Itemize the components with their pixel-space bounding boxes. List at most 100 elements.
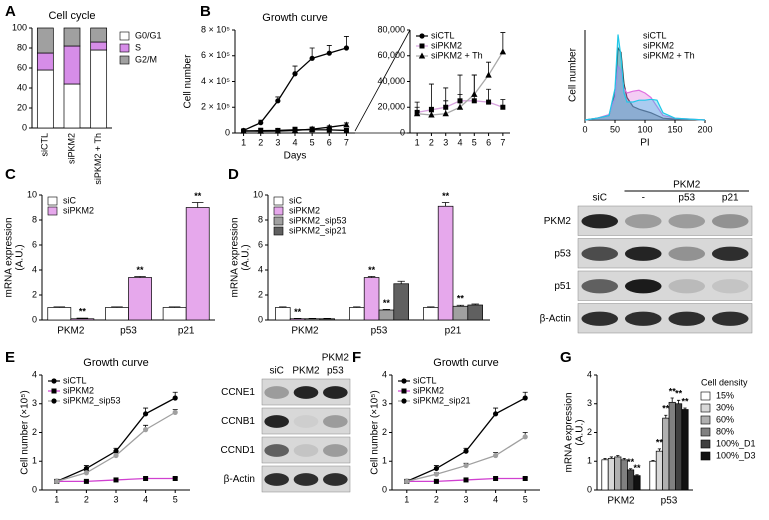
point	[143, 427, 149, 433]
legend-label: 30%	[716, 402, 734, 412]
point	[433, 465, 439, 472]
band	[668, 279, 706, 294]
point	[433, 471, 439, 477]
legend-label: siPKM2	[289, 205, 320, 215]
point	[343, 121, 350, 128]
point	[522, 395, 528, 401]
legend-marker	[419, 33, 425, 39]
point	[326, 50, 332, 56]
legend-marker	[418, 52, 426, 59]
histogram-area	[584, 34, 706, 121]
y-tick-label: 2	[258, 289, 263, 299]
band	[624, 246, 662, 261]
point	[258, 120, 264, 126]
point	[413, 110, 421, 117]
bar	[47, 307, 72, 321]
bar	[70, 318, 95, 321]
legend-label: siPKM2 + Th	[431, 50, 483, 60]
x-tick-label: p21	[445, 326, 462, 337]
point	[274, 127, 282, 134]
band-label: PKM2	[544, 216, 572, 227]
bar-segment	[90, 27, 108, 43]
significance: **	[627, 457, 635, 467]
x-tick-label: 6	[327, 137, 332, 147]
legend-label: siPKM2	[63, 205, 94, 215]
lane-label: PKM2	[292, 366, 320, 377]
x-tick-label: 1	[404, 494, 409, 504]
error-bar	[657, 448, 661, 452]
significance: **	[681, 396, 689, 406]
x-tick-label: PKM2	[607, 496, 635, 507]
band	[581, 214, 619, 229]
x-tick-label: PKM2	[291, 326, 319, 337]
band	[711, 214, 749, 229]
y-axis-title: mRNA expression	[564, 392, 575, 472]
y-axis-title: mRNA expression	[4, 217, 15, 297]
legend-marker	[401, 398, 407, 404]
legend-swatch	[700, 415, 711, 425]
y-tick-label: 2	[32, 427, 37, 437]
x-tick-label: 7	[344, 137, 349, 147]
band	[581, 246, 619, 261]
x-tick-label: siPKM2	[66, 133, 76, 164]
y-tick-label: 20	[17, 102, 27, 112]
point	[522, 476, 528, 481]
lane-header: PKM2	[673, 180, 701, 191]
y-tick-label: 0	[258, 314, 263, 324]
bar	[393, 283, 409, 321]
band-label: β-Actin	[540, 313, 571, 324]
series-line	[406, 397, 526, 482]
error-bar	[664, 414, 668, 419]
y-tick-label: 40	[17, 82, 27, 92]
point	[404, 478, 410, 484]
bar	[275, 307, 291, 321]
legend-swatch	[700, 451, 711, 461]
x-tick-label: 2	[258, 137, 263, 147]
x-tick-label: p53	[120, 326, 137, 337]
point	[463, 448, 469, 454]
point	[143, 411, 149, 417]
bar	[655, 450, 663, 491]
x-tick-label: 4	[143, 494, 148, 504]
error-bar	[382, 308, 391, 310]
band	[293, 415, 319, 428]
error-bar	[683, 407, 687, 410]
y-tick-label: 3	[32, 398, 37, 408]
error-bar	[427, 306, 435, 308]
y-tick-label: 20,000	[377, 102, 405, 112]
bar	[319, 318, 335, 321]
significance: **	[457, 294, 465, 304]
point	[257, 127, 264, 134]
band	[264, 415, 289, 428]
point	[463, 462, 469, 469]
x-tick-label: siPKM2 + Th	[93, 133, 103, 185]
band	[711, 246, 749, 261]
bar	[128, 277, 152, 321]
x-axis-title: PI	[640, 138, 649, 149]
band	[668, 214, 706, 229]
legend-swatch	[47, 206, 58, 216]
legend-label: siCTL	[643, 30, 667, 40]
legend-marker	[51, 388, 57, 394]
error-bar	[367, 276, 376, 278]
bar-segment	[90, 41, 108, 51]
band	[323, 473, 348, 486]
chart-title: Growth curve	[433, 357, 498, 369]
legend-label: siPKM2 + Th	[643, 50, 695, 60]
legend-title: Cell density	[701, 377, 748, 387]
band-label: CCNE1	[221, 387, 255, 398]
x-tick-label: 7	[500, 137, 505, 147]
legend-marker	[419, 43, 425, 49]
error-bar	[471, 303, 479, 305]
y-axis-title: Cell number	[183, 54, 194, 109]
panel-letter: F	[352, 349, 361, 366]
bar	[349, 307, 365, 321]
legend-label: siPKM2	[643, 40, 674, 50]
point	[343, 45, 350, 51]
point	[343, 127, 349, 133]
band	[264, 473, 289, 486]
legend-label: siPKM2	[413, 385, 444, 395]
y-tick-label: 4	[32, 369, 37, 379]
legend-label: siPKM2	[63, 385, 94, 395]
band	[323, 415, 348, 428]
